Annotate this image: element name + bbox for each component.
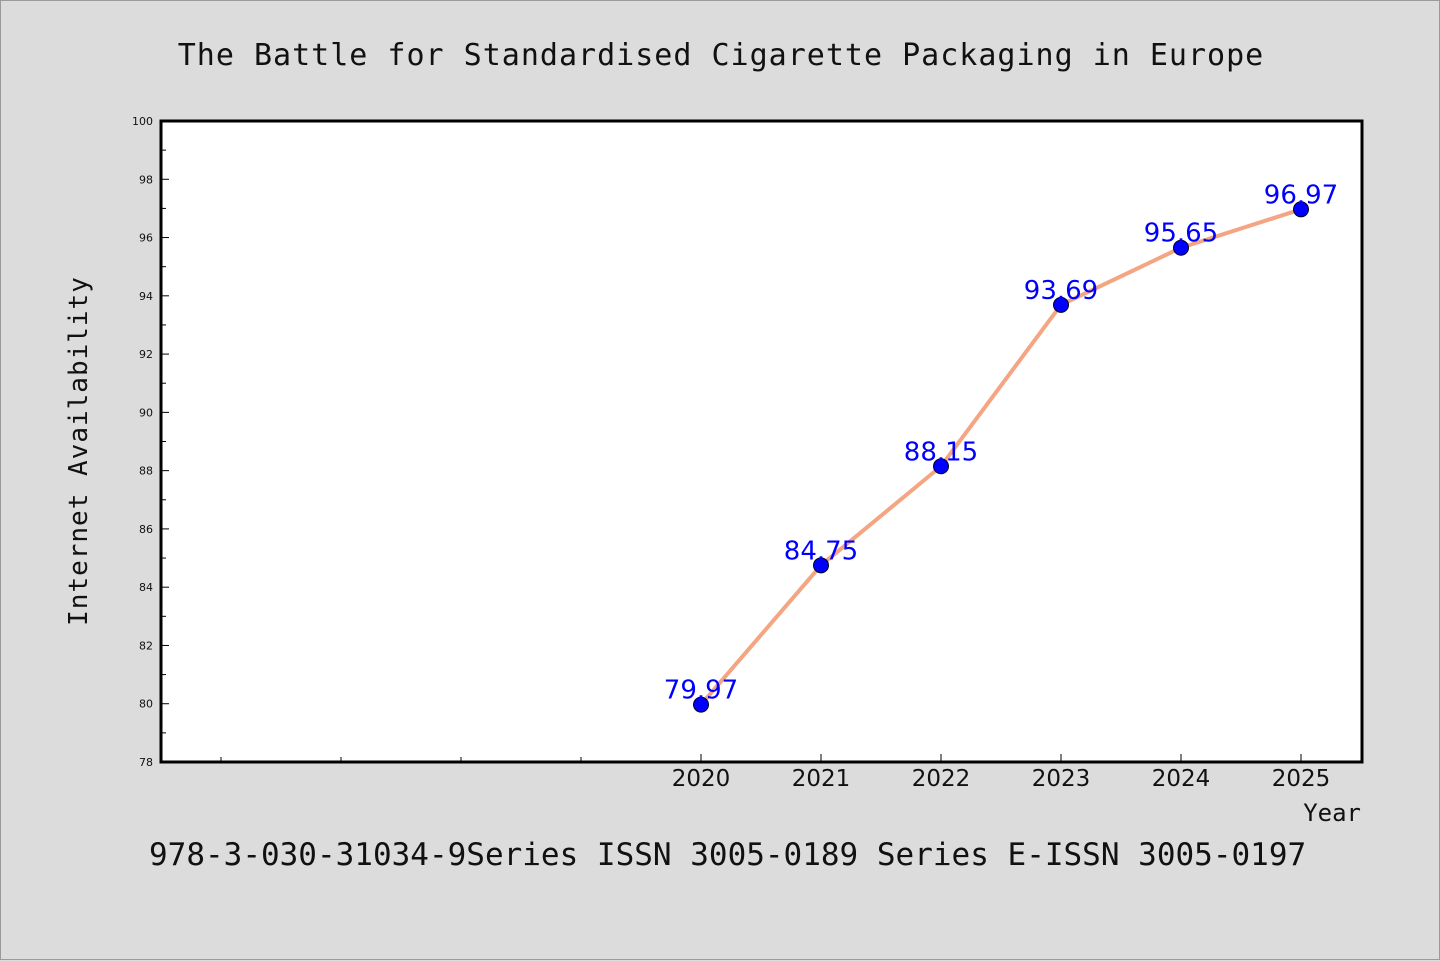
data-label: 88.15 xyxy=(904,437,978,467)
footer-isbn-note: 978-3-030-31034-9Series ISSN 3005-0189 S… xyxy=(149,837,1306,873)
x-tick-label: 2022 xyxy=(912,766,971,792)
data-label: 79.97 xyxy=(664,676,738,706)
y-tick-label: 92 xyxy=(139,348,153,361)
y-tick-label: 100 xyxy=(132,115,153,128)
data-point xyxy=(693,696,709,713)
y-axis: 78 80 82 84 86 88 90 92 94 96 98 100 xyxy=(132,115,169,769)
y-tick-label: 86 xyxy=(139,523,153,536)
data-point xyxy=(1173,239,1189,256)
y-tick-label: 98 xyxy=(139,173,153,186)
y-tick-label: 96 xyxy=(139,232,153,245)
y-tick-label: 80 xyxy=(139,698,153,711)
x-tick-label: 2020 xyxy=(672,766,731,792)
data-point xyxy=(1053,296,1069,313)
plot-area xyxy=(159,119,1364,764)
data-point xyxy=(1293,201,1309,218)
chart-title: The Battle for Standardised Cigarette Pa… xyxy=(178,38,1265,73)
data-labels: 79.97 84.75 88.15 93.69 95.65 96.97 xyxy=(664,180,1338,705)
data-label: 95.65 xyxy=(1144,219,1218,249)
y-tick-label: 78 xyxy=(139,756,153,769)
y-tick-label: 94 xyxy=(139,290,153,303)
data-label: 96.97 xyxy=(1264,180,1338,210)
x-tick-label: 2021 xyxy=(792,766,851,792)
y-axis-label: Internet Availability xyxy=(64,276,94,626)
y-tick-label: 84 xyxy=(139,581,153,594)
y-tick-label: 82 xyxy=(139,639,153,652)
y-tick-label: 90 xyxy=(139,406,153,419)
x-tick-label: 2025 xyxy=(1272,766,1331,792)
data-label: 84.75 xyxy=(784,536,858,566)
x-axis: 2020 2021 2022 2023 2024 2025 xyxy=(220,754,1331,792)
data-label: 93.69 xyxy=(1024,276,1098,306)
y-tick-label: 88 xyxy=(139,465,153,478)
series-line xyxy=(699,207,1302,706)
data-point xyxy=(933,458,949,475)
x-tick-label: 2024 xyxy=(1152,766,1211,792)
series-layer xyxy=(693,201,1309,713)
x-axis-label: Year xyxy=(1303,799,1361,827)
data-point xyxy=(813,557,829,574)
x-tick-label: 2023 xyxy=(1032,766,1091,792)
